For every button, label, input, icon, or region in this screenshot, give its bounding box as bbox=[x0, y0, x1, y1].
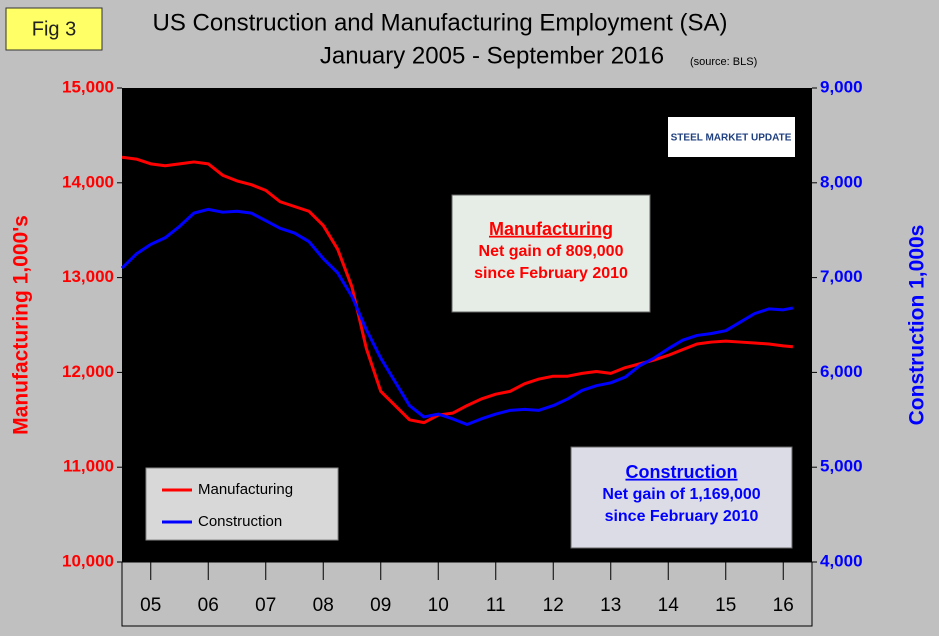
x-axis-band bbox=[121, 561, 813, 627]
x-tick-label: 08 bbox=[313, 595, 334, 616]
annotation-title: Construction bbox=[626, 462, 738, 482]
x-tick-label: 12 bbox=[543, 595, 564, 616]
y-tick-label: 15,000 bbox=[62, 77, 114, 96]
logo: STEEL MARKET UPDATE bbox=[671, 133, 792, 144]
y-tick-label: 14,000 bbox=[62, 172, 114, 191]
y2-tick-label: 4,000 bbox=[820, 551, 863, 570]
x-tick-label: 13 bbox=[600, 595, 621, 616]
x-tick-label: 10 bbox=[428, 595, 449, 616]
source: (source: BLS) bbox=[690, 56, 757, 68]
y-tick-label: 11,000 bbox=[63, 457, 114, 476]
y2-axis-label: Construction 1,000s bbox=[906, 225, 929, 426]
y2-tick-label: 5,000 bbox=[820, 457, 863, 476]
legend-label: Manufacturing bbox=[198, 481, 293, 498]
line-series bbox=[121, 155, 793, 425]
annotation-title: Manufacturing bbox=[489, 219, 613, 239]
badge: Fig 3 bbox=[32, 18, 76, 40]
legend-box bbox=[145, 467, 339, 541]
chart-subtitle: January 2005 - September 2016 bbox=[320, 42, 664, 69]
y2-tick-label: 6,000 bbox=[820, 362, 863, 381]
chart-title: US Construction and Manufacturing Employ… bbox=[153, 9, 728, 36]
line-series bbox=[120, 207, 794, 427]
annotation-line: Net gain of 1,169,000 bbox=[602, 486, 760, 503]
logo-box bbox=[668, 117, 795, 157]
x-tick-label: 06 bbox=[198, 595, 219, 616]
annotation-box bbox=[570, 446, 793, 549]
x-tick-label: 07 bbox=[255, 595, 276, 616]
x-tick-label: 15 bbox=[715, 595, 736, 616]
x-tick-label: 05 bbox=[140, 595, 161, 616]
plot bbox=[120, 155, 794, 427]
x-tick-label: 14 bbox=[658, 595, 680, 616]
annotation-line: Net gain of 809,000 bbox=[479, 243, 624, 260]
badge-box bbox=[5, 7, 103, 51]
annotation-box bbox=[451, 194, 651, 313]
x-tick-label: 16 bbox=[773, 595, 794, 616]
y-axis-label: Manufacturing 1,000's bbox=[10, 215, 33, 435]
x-tick-label: 09 bbox=[370, 595, 391, 616]
legend-label: Construction bbox=[198, 513, 282, 530]
x-tick-label: 11 bbox=[486, 595, 506, 616]
y2-tick-label: 8,000 bbox=[820, 172, 863, 191]
annotation-line: since February 2010 bbox=[605, 508, 759, 525]
annotation-line: since February 2010 bbox=[474, 265, 628, 282]
y-tick-label: 13,000 bbox=[62, 267, 114, 286]
y2-tick-label: 9,000 bbox=[820, 77, 863, 96]
y-tick-label: 12,000 bbox=[62, 362, 114, 381]
y2-tick-label: 7,000 bbox=[820, 267, 863, 286]
y-tick-label: 10,000 bbox=[62, 551, 114, 570]
